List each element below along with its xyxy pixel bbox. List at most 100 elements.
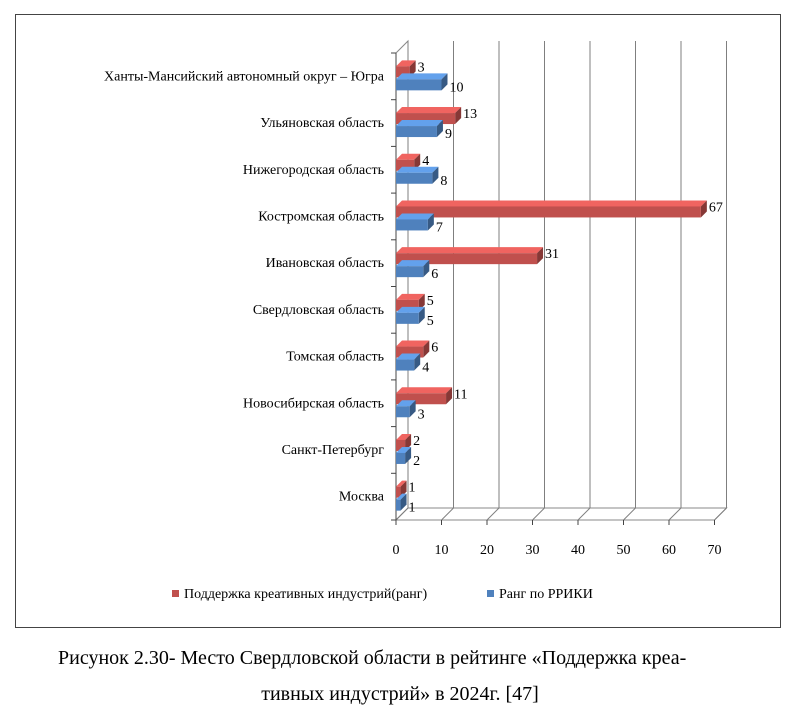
category-label: Санкт-Петербург xyxy=(282,443,385,458)
bar-end-face xyxy=(405,433,412,451)
data-label: 10 xyxy=(450,80,464,95)
data-label: 5 xyxy=(427,314,434,329)
bar-top-face xyxy=(396,213,434,220)
bar-blue xyxy=(396,260,430,278)
bar-end-face xyxy=(423,260,430,278)
bar-red xyxy=(396,433,412,451)
data-label: 4 xyxy=(422,361,429,376)
data-label: 5 xyxy=(427,294,434,309)
gridline-depth xyxy=(395,507,409,521)
bar-top-face xyxy=(396,247,544,254)
bar-end-face xyxy=(409,400,416,418)
bar-front-face xyxy=(396,126,437,138)
bar-blue xyxy=(396,73,448,91)
bar-front-face xyxy=(396,359,415,371)
bar-front-face xyxy=(396,393,447,405)
chart-frame: 0 10 20 30 40 50 60 70 1 1 Москва 2 2 Санкт-Петербург… xyxy=(15,14,781,628)
x-tick-label: 40 xyxy=(571,543,585,558)
bar-blue xyxy=(396,446,412,464)
bar-red xyxy=(396,480,407,498)
bar-front-face xyxy=(396,206,701,218)
bar-front-face xyxy=(396,452,406,464)
bar-top-face xyxy=(396,166,439,173)
bar-top-face xyxy=(396,433,412,440)
bar-front-face xyxy=(396,66,410,78)
bar-red xyxy=(396,293,425,311)
bar-blue xyxy=(396,166,439,184)
data-label: 2 xyxy=(413,454,420,469)
bar-red xyxy=(396,247,544,265)
bar-end-face xyxy=(414,353,421,371)
data-label: 67 xyxy=(709,200,723,215)
data-label: 6 xyxy=(431,341,438,356)
bar-chart: 0 10 20 30 40 50 60 7011Москва22Санкт-Петербург… xyxy=(104,39,728,602)
data-label: 13 xyxy=(463,107,477,122)
bar-end-face xyxy=(400,480,407,498)
legend-swatch-red xyxy=(172,590,179,597)
category-label: Новосибирская область xyxy=(243,396,384,411)
bar-end-face xyxy=(432,166,439,184)
data-label: 8 xyxy=(440,174,447,189)
data-label: 2 xyxy=(413,434,420,449)
category-label: Свердловская область xyxy=(253,303,384,318)
bar-red xyxy=(396,340,430,358)
gridline-depth xyxy=(623,507,636,521)
caption-line-1: Рисунок 2.30- Место Свердловской области… xyxy=(58,647,687,669)
bar-top-face xyxy=(396,353,421,360)
bar-front-face xyxy=(396,299,419,311)
floor-plane xyxy=(394,507,728,521)
bar-red xyxy=(396,153,421,171)
x-tick-label: 20 xyxy=(480,543,494,558)
bar-end-face xyxy=(414,153,421,171)
bar-top-face xyxy=(396,387,453,394)
bar-blue xyxy=(396,353,421,371)
bar-top-face xyxy=(396,493,407,500)
category-label: Костромская область xyxy=(258,209,384,224)
bar-front-face xyxy=(396,486,401,498)
bar-end-face xyxy=(405,446,412,464)
bar-top-face xyxy=(396,73,448,80)
x-tick-label: 60 xyxy=(662,543,676,558)
bar-blue xyxy=(396,400,416,418)
data-label: 11 xyxy=(454,387,467,402)
bar-blue xyxy=(396,306,425,324)
bar-blue xyxy=(396,493,407,511)
bar-top-face xyxy=(396,120,443,127)
x-tick-label: 50 xyxy=(617,543,631,558)
bar-end-face xyxy=(455,107,462,125)
gridline-depth xyxy=(441,507,454,521)
bar-end-face xyxy=(441,73,448,91)
gridline-depth xyxy=(486,507,500,521)
category-label: Нижегородская область xyxy=(243,163,384,178)
bar-front-face xyxy=(396,172,433,184)
bar-front-face xyxy=(396,159,415,171)
bar-red xyxy=(396,60,416,78)
bar-red xyxy=(396,387,453,405)
bar-end-face xyxy=(446,387,453,405)
bar-top-face xyxy=(396,153,421,160)
bar-front-face xyxy=(396,113,456,125)
data-label: 1 xyxy=(409,481,416,496)
bar-red xyxy=(396,107,462,125)
category-label: Томская область xyxy=(286,350,384,365)
bar-end-face xyxy=(418,306,425,324)
gridline-depth xyxy=(714,507,727,521)
category-label: Ульяновская область xyxy=(260,116,384,131)
bar-end-face xyxy=(537,247,544,265)
bar-top-face xyxy=(396,400,416,407)
bar-end-face xyxy=(409,60,416,78)
bar-front-face xyxy=(396,312,419,324)
data-label: 4 xyxy=(422,154,429,169)
x-tick-label: 0 xyxy=(393,543,400,558)
bar-top-face xyxy=(396,306,425,313)
bar-top-face xyxy=(396,293,425,300)
bar-front-face xyxy=(396,499,401,511)
bar-top-face xyxy=(396,260,430,267)
legend-label-blue: Ранг по РРИКИ xyxy=(499,587,593,602)
category-label: Москва xyxy=(339,490,385,505)
figure-caption: Рисунок 2.30- Место Свердловской области… xyxy=(20,640,780,712)
bar-top-face xyxy=(396,60,416,67)
bar-end-face xyxy=(427,213,434,231)
bar-top-face xyxy=(396,200,707,207)
bar-front-face xyxy=(396,406,410,418)
